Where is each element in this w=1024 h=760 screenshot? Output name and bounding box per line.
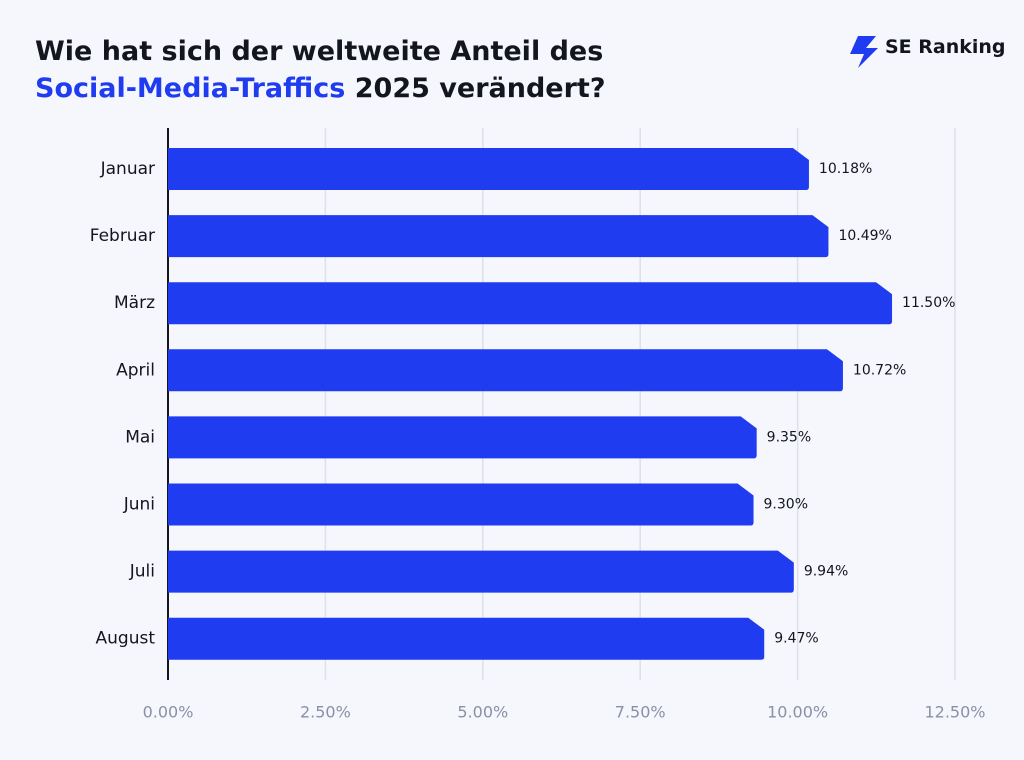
bar [168,617,765,660]
x-tick-label: 10.00% [767,703,828,722]
y-tick-label: März [114,293,155,313]
y-tick-label: August [96,629,156,649]
value-label: 11.50% [902,295,955,311]
title-highlight: Social-Media-Traffics [35,73,345,104]
value-label: 9.47% [774,631,818,647]
x-tick-label: 5.00% [457,703,508,722]
bar [168,282,893,325]
y-tick-label: Mai [125,427,155,447]
chart-title: Wie hat sich der weltweite Anteil des [35,36,603,67]
x-tick-label: 2.50% [300,703,351,722]
y-tick-label: April [116,360,155,380]
x-tick-label: 7.50% [615,703,666,722]
bar [168,215,829,258]
bar [168,349,843,392]
title-tail: 2025 verändert? [355,73,606,104]
bar [168,148,809,190]
bar [168,483,754,526]
x-tick-label: 0.00% [143,703,194,722]
y-tick-label: Juni [123,495,155,515]
value-label: 9.35% [767,429,811,445]
value-label: 10.72% [853,362,906,378]
brand-name: SE Ranking [885,36,1006,58]
y-tick-label: Januar [100,159,155,179]
value-label: 9.94% [804,564,848,580]
brand-logo: SE Ranking [850,36,1006,68]
bar [168,416,757,459]
bar [168,550,794,593]
y-tick-label: Februar [90,226,155,246]
chart-title: Social-Media-Traffics 2025 verändert? [35,73,606,104]
value-label: 10.49% [838,228,891,244]
value-label: 9.30% [764,497,808,513]
y-tick-label: Juli [129,562,155,582]
value-label: 10.18% [819,161,872,177]
x-tick-label: 12.50% [924,703,985,722]
